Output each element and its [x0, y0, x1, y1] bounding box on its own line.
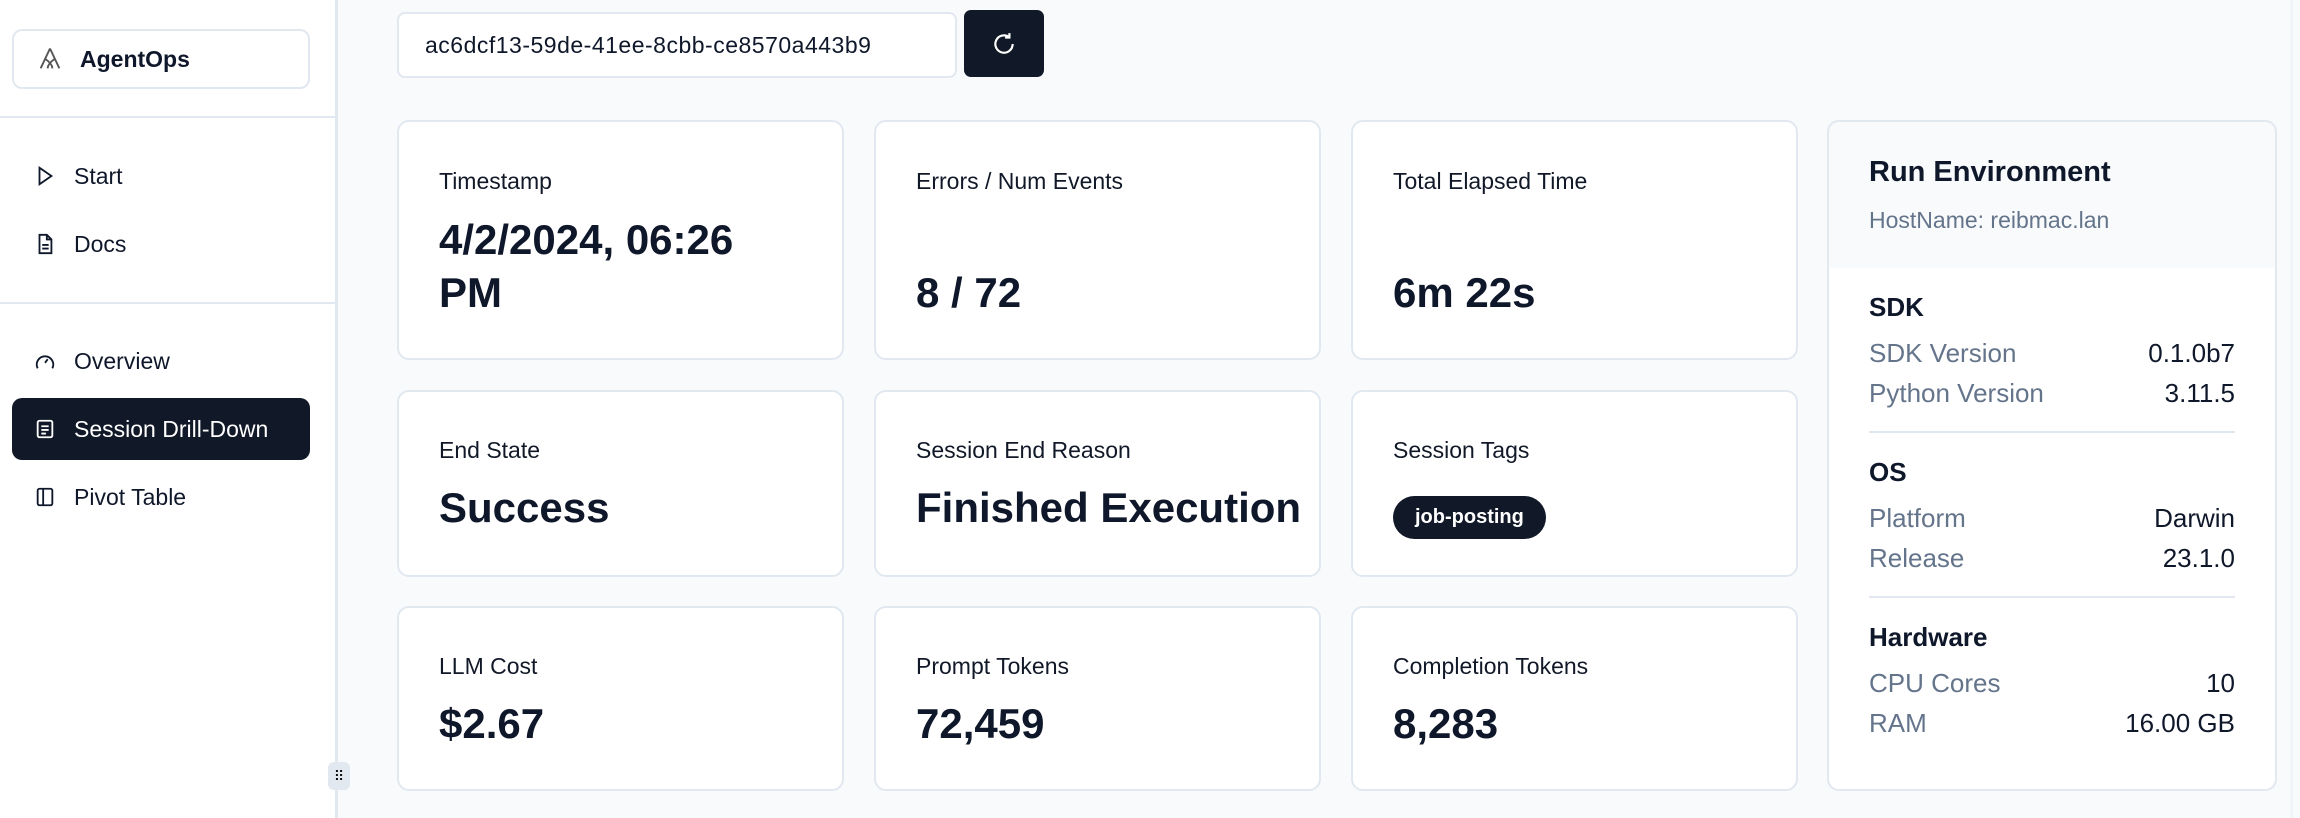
section-title: Hardware — [1869, 622, 1988, 652]
card-value: $2.67 — [439, 700, 545, 747]
agentops-logo-icon — [39, 48, 61, 69]
end-state-card: End State Success — [397, 390, 844, 577]
end-reason-card: Session End Reason Finished Execution — [874, 390, 1321, 577]
env-value: 10 — [2206, 668, 2235, 698]
sidebar-item-start[interactable]: Start — [12, 145, 310, 207]
env-key: CPU Cores — [1869, 668, 2001, 698]
elapsed-time-card: Total Elapsed Time 6m 22s — [1351, 120, 1798, 360]
sidebar-panel-icon — [36, 487, 54, 507]
env-value: 0.1.0b7 — [2148, 338, 2235, 368]
timestamp-card: Timestamp 4/2/2024, 06:26 PM — [397, 120, 844, 360]
env-value: 23.1.0 — [2162, 543, 2235, 573]
env-row: Platform Darwin — [1869, 498, 2235, 538]
hardware-section: Hardware CPU Cores 10 RAM 16.00 GB — [1829, 622, 2275, 743]
sidebar-item-label: Session Drill-Down — [74, 415, 269, 442]
scrollbar[interactable] — [2290, 0, 2293, 818]
env-value: 16.00 GB — [2125, 708, 2235, 738]
env-title: Run Environment — [1869, 156, 2111, 188]
run-environment-panel: Run Environment HostName: reibmac.lan SD… — [1827, 120, 2277, 791]
card-label: Prompt Tokens — [916, 653, 1069, 679]
card-value: 72,459 — [916, 700, 1045, 747]
card-label: Errors / Num Events — [916, 168, 1124, 194]
env-key: RAM — [1869, 708, 1927, 738]
section-title: OS — [1869, 457, 1907, 487]
sidebar-item-pivot-table[interactable]: Pivot Table — [12, 466, 310, 528]
sidebar-item-label: Pivot Table — [74, 483, 187, 510]
session-id-input[interactable]: ac6dcf13-59de-41ee-8cbb-ce8570a443b9 — [397, 12, 957, 78]
divider — [0, 302, 335, 304]
list-icon — [36, 419, 54, 439]
os-section: OS Platform Darwin Release 23.1.0 — [1829, 457, 2275, 578]
sidebar-item-label: Docs — [74, 230, 127, 257]
sidebar-item-label: Start — [74, 162, 123, 189]
play-icon — [38, 166, 54, 186]
prompt-tokens-card: Prompt Tokens 72,459 — [874, 606, 1321, 791]
gauge-icon — [35, 355, 55, 369]
llm-cost-card: LLM Cost $2.67 — [397, 606, 844, 791]
card-value: Finished Execution — [916, 484, 1302, 531]
sidebar-item-docs[interactable]: Docs — [12, 213, 310, 275]
env-row: SDK Version 0.1.0b7 — [1869, 333, 2235, 373]
card-label: Total Elapsed Time — [1393, 168, 1588, 194]
errors-events-card: Errors / Num Events 8 / 72 — [874, 120, 1321, 360]
env-hostname: HostName: reibmac.lan — [1869, 207, 2110, 233]
card-label: Completion Tokens — [1393, 653, 1589, 679]
refresh-icon — [994, 32, 1014, 54]
divider — [0, 116, 335, 118]
env-row: CPU Cores 10 — [1869, 663, 2235, 703]
env-value: Darwin — [2154, 503, 2235, 533]
card-value: 4/2/2024, 06:26 PM — [439, 216, 734, 316]
refresh-button[interactable] — [964, 10, 1044, 77]
env-key: Python Version — [1869, 378, 2044, 408]
tag-badge[interactable]: job-posting — [1393, 496, 1546, 539]
card-value: 8,283 — [1393, 700, 1499, 747]
env-row: RAM 16.00 GB — [1869, 703, 2235, 743]
completion-tokens-card: Completion Tokens 8,283 — [1351, 606, 1798, 791]
card-label: Session Tags — [1393, 437, 1530, 463]
brand-name: AgentOps — [80, 45, 190, 72]
session-tags-card: Session Tags job-posting — [1351, 390, 1798, 577]
env-key: Release — [1869, 543, 1965, 573]
divider — [1869, 596, 2235, 598]
card-label: End State — [439, 437, 541, 463]
brand-logo-button[interactable]: AgentOps — [12, 29, 310, 89]
card-label: LLM Cost — [439, 653, 538, 679]
env-value: 3.11.5 — [2164, 378, 2235, 408]
document-icon — [38, 233, 53, 255]
divider — [1869, 431, 2235, 433]
env-row: Release 23.1.0 — [1869, 538, 2235, 578]
resize-handle[interactable]: ⠿ — [328, 762, 350, 790]
env-header: Run Environment HostName: reibmac.lan — [1829, 122, 2275, 268]
card-value: Success — [439, 484, 610, 531]
sidebar-item-overview[interactable]: Overview — [12, 330, 310, 392]
sidebar: AgentOps Start Docs Overview Session Dri… — [0, 0, 338, 818]
card-label: Timestamp — [439, 168, 552, 194]
env-key: SDK Version — [1869, 338, 2017, 368]
sdk-section: SDK SDK Version 0.1.0b7 Python Version 3.1… — [1829, 292, 2275, 413]
env-key: Platform — [1869, 503, 1966, 533]
sidebar-item-session-drill-down[interactable]: Session Drill-Down — [12, 398, 310, 460]
card-label: Session End Reason — [916, 437, 1131, 463]
card-value: 6m 22s — [1393, 269, 1536, 316]
sidebar-item-label: Overview — [74, 347, 170, 374]
section-title: SDK — [1869, 292, 1924, 322]
grip-icon: ⠿ — [333, 767, 345, 784]
env-row: Python Version 3.11.5 — [1869, 373, 2235, 413]
card-value: 8 / 72 — [916, 269, 1022, 316]
